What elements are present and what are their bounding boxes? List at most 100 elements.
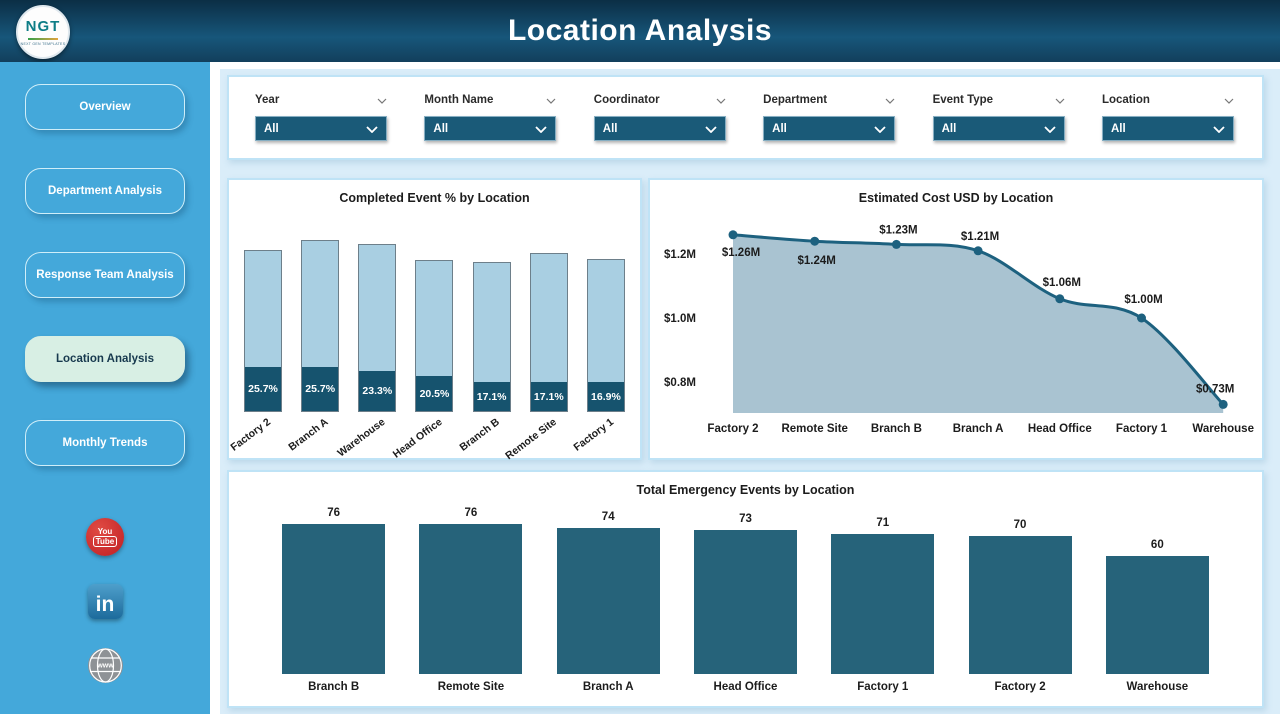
chevron-down-icon bbox=[535, 120, 548, 138]
bar-remote-site[interactable]: 17.1% bbox=[529, 253, 568, 412]
bar-branch-b[interactable] bbox=[282, 524, 386, 674]
bar-column-head-office: 20.5% Head Office bbox=[391, 260, 454, 461]
filter-dropdown-year[interactable]: All bbox=[255, 116, 387, 141]
chevron-down-icon bbox=[1213, 120, 1225, 138]
completed-segment[interactable]: 17.1% bbox=[530, 382, 567, 411]
x-tick-label: Warehouse bbox=[1192, 423, 1254, 435]
sidebar-item-monthly-trends[interactable]: Monthly Trends bbox=[25, 420, 185, 466]
filter-dropdown-location[interactable]: All bbox=[1101, 116, 1234, 141]
chevron-down-icon[interactable] bbox=[1055, 91, 1065, 109]
data-point-remote-site[interactable] bbox=[810, 236, 820, 246]
sidebar-item-location-analysis[interactable]: Location Analysis bbox=[25, 336, 185, 382]
value-label: 71 bbox=[876, 517, 890, 529]
sidebar-item-overview[interactable]: Overview bbox=[25, 84, 185, 130]
x-tick-label: Remote Site bbox=[437, 681, 505, 693]
header: NGT NEXT GEN TEMPLATES Location Analysis bbox=[0, 0, 1280, 62]
bar-warehouse[interactable]: 23.3% bbox=[358, 244, 397, 412]
value-label: $1.00M bbox=[1124, 294, 1162, 306]
data-point-head-office[interactable] bbox=[1055, 294, 1065, 304]
filter-label: Year bbox=[255, 94, 280, 106]
filter-header: Department bbox=[763, 92, 895, 108]
y-tick-label: $0.8M bbox=[664, 377, 696, 389]
chevron-down-icon[interactable] bbox=[885, 91, 895, 109]
filter-header: Location bbox=[1102, 92, 1234, 108]
filter-value: All bbox=[941, 122, 957, 135]
value-label: $1.06M bbox=[1043, 277, 1081, 289]
pct-label: 25.7% bbox=[305, 383, 336, 395]
value-label: 70 bbox=[1013, 519, 1027, 531]
logo-swoosh-icon bbox=[28, 34, 58, 40]
filter-header: Coordinator bbox=[594, 92, 726, 108]
chart-title: Estimated Cost USD by Location bbox=[858, 191, 1054, 205]
chevron-down-icon[interactable] bbox=[546, 91, 556, 109]
x-tick-label: Branch A bbox=[953, 423, 1004, 435]
data-point-warehouse[interactable] bbox=[1218, 399, 1228, 409]
area-fill bbox=[733, 234, 1224, 413]
x-tick-label: Factory 2 bbox=[994, 681, 1046, 693]
bar-remote-site[interactable] bbox=[419, 524, 523, 674]
sidebar-item-response-team-analysis[interactable]: Response Team Analysis bbox=[25, 252, 185, 298]
filter-header: Month Name bbox=[424, 92, 556, 108]
x-tick-label: Head Office bbox=[390, 416, 445, 461]
x-tick-label: Branch B bbox=[871, 423, 922, 435]
bar-factory-2[interactable]: 25.7% bbox=[244, 250, 282, 412]
bar-factory-2[interactable] bbox=[968, 536, 1072, 674]
youtube-label-you: You bbox=[97, 526, 113, 536]
bar-head-office[interactable]: 20.5% bbox=[415, 260, 454, 412]
bar-branch-a[interactable] bbox=[556, 528, 660, 674]
chevron-down-icon bbox=[366, 120, 378, 138]
filter-dropdown-event-type[interactable]: All bbox=[932, 116, 1065, 141]
pct-label: 17.1% bbox=[476, 390, 507, 403]
x-tick-label: Factory 2 bbox=[707, 423, 758, 435]
bar-column-branch-b: 76 Branch B bbox=[265, 506, 402, 696]
completed-segment[interactable]: 25.7% bbox=[302, 367, 339, 411]
x-tick-label: Head Office bbox=[1028, 423, 1092, 435]
youtube-icon[interactable]: You Tube bbox=[86, 518, 124, 556]
filter-dropdown-coordinator[interactable]: All bbox=[593, 116, 726, 141]
filter-dropdown-month-name[interactable]: All bbox=[424, 116, 557, 141]
bar-column-branch-a: 25.7% Branch A bbox=[286, 240, 340, 453]
filter-value: All bbox=[433, 122, 449, 135]
data-point-factory-1[interactable] bbox=[1137, 313, 1146, 323]
data-point-branch-b[interactable] bbox=[891, 239, 901, 249]
completed-segment[interactable]: 20.5% bbox=[416, 376, 453, 411]
filter-label: Location bbox=[1101, 94, 1150, 106]
bar-branch-a[interactable]: 25.7% bbox=[301, 240, 340, 412]
completed-segment[interactable]: 16.9% bbox=[587, 382, 624, 411]
filter-label: Month Name bbox=[424, 94, 494, 106]
filter-header: Year bbox=[255, 92, 387, 108]
total-events-chart: Total Emergency Events by Location 76 Bra… bbox=[227, 470, 1264, 708]
bar-head-office[interactable] bbox=[693, 530, 797, 674]
filter-header: Event Type bbox=[933, 92, 1065, 108]
area-chart-plot: $1.2M $1.0M $0.8M $1.26M Factory 2 $1.24M Remo… bbox=[664, 224, 1254, 435]
x-tick-label: Warehouse bbox=[1126, 681, 1189, 693]
completed-segment[interactable]: 25.7% bbox=[245, 367, 281, 411]
value-label: $1.24M bbox=[798, 255, 836, 267]
data-point-factory-2[interactable] bbox=[728, 230, 738, 240]
filter-dropdown-department[interactable]: All bbox=[763, 116, 896, 141]
data-point-branch-a[interactable] bbox=[973, 246, 983, 256]
bar-warehouse[interactable] bbox=[1105, 556, 1209, 674]
x-tick-label: Branch B bbox=[457, 416, 502, 454]
value-label: 76 bbox=[327, 507, 341, 519]
bar-factory-1[interactable]: 16.9% bbox=[586, 259, 625, 412]
chevron-down-icon bbox=[1043, 120, 1056, 138]
linkedin-icon[interactable]: in bbox=[87, 584, 123, 619]
completed-segment[interactable]: 23.3% bbox=[359, 371, 396, 411]
completed-segment[interactable]: 17.1% bbox=[473, 382, 510, 411]
website-globe-icon[interactable]: www bbox=[87, 647, 124, 684]
bar-branch-b[interactable]: 17.1% bbox=[472, 262, 511, 412]
filter-value: All bbox=[264, 122, 279, 135]
ngt-logo: NGT NEXT GEN TEMPLATES bbox=[16, 5, 70, 59]
bar-column-factory-2: 25.7% Factory 2 bbox=[229, 250, 282, 454]
chevron-down-icon[interactable] bbox=[716, 91, 726, 109]
sidebar-item-department-analysis[interactable]: Department Analysis bbox=[25, 168, 185, 214]
filter-value: All bbox=[772, 122, 787, 135]
bar-factory-1[interactable] bbox=[831, 534, 935, 674]
value-label: 60 bbox=[1150, 539, 1164, 551]
pct-label: 20.5% bbox=[419, 387, 450, 400]
filter-coordinator: Coordinator All bbox=[593, 92, 726, 141]
chevron-down-icon[interactable] bbox=[1224, 91, 1234, 109]
chevron-down-icon[interactable] bbox=[377, 91, 387, 109]
